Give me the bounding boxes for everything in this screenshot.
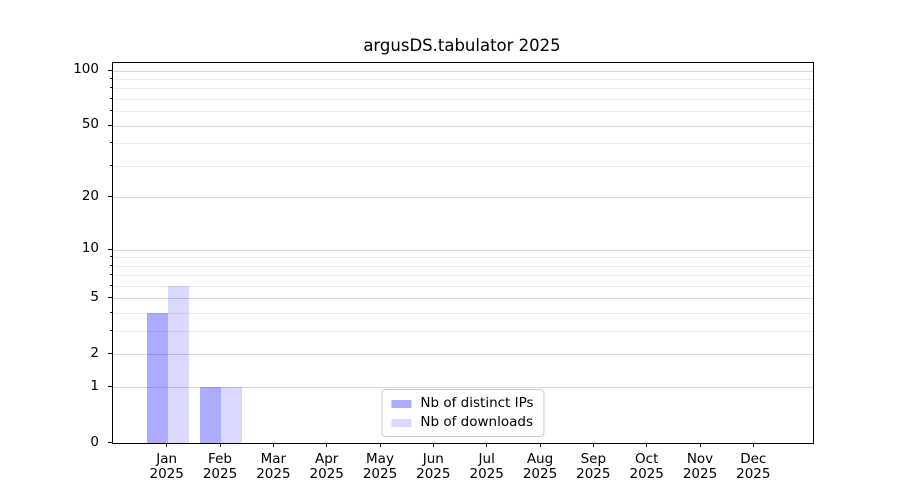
legend-swatch-distinct-ips: [391, 399, 412, 408]
gridline-major: [113, 298, 813, 300]
y-tick: [108, 69, 112, 71]
legend-item-distinct-ips: Nb of distinct IPs: [391, 395, 534, 411]
x-tick-label: Jan 2025: [149, 451, 184, 482]
gridline-major: [113, 249, 813, 251]
gridline-minor: [113, 88, 813, 90]
x-tick-label: Mar 2025: [256, 451, 291, 482]
bar-downloads: [221, 387, 242, 443]
y-tick: [108, 353, 112, 355]
x-tick: [379, 443, 381, 447]
x-tick-label: Nov 2025: [682, 451, 718, 482]
gridline-major: [113, 125, 813, 127]
y-tick: [108, 297, 112, 299]
gridline-minor: [113, 99, 813, 101]
x-axis: Jan 2025 Feb 2025 Mar 2025 Apr 2025 May 2025…: [112, 442, 812, 500]
bar-distinct-ips: [200, 387, 221, 443]
y-axis: 0 1 2 5 10 20 50 100: [0, 61, 112, 449]
y-tick-label: 5: [90, 288, 99, 305]
y-minor-tick: [109, 98, 112, 100]
y-minor-tick: [109, 274, 112, 276]
x-tick: [752, 443, 754, 447]
y-tick-label: 100: [73, 61, 99, 78]
y-tick: [108, 124, 112, 126]
y-tick-label: 50: [81, 116, 99, 133]
legend: Nb of distinct IPs Nb of downloads: [381, 389, 545, 437]
plot-area: Nb of distinct IPs Nb of downloads: [112, 62, 814, 444]
gridline-major: [113, 70, 813, 72]
gridline-major: [113, 354, 813, 356]
x-tick: [486, 443, 488, 447]
y-tick-label: 0: [90, 433, 99, 450]
x-tick: [272, 443, 274, 447]
gridline-major: [113, 197, 813, 199]
bar-downloads: [167, 286, 189, 443]
y-minor-tick: [109, 78, 112, 79]
legend-swatch-downloads: [391, 418, 412, 427]
y-minor-tick: [109, 330, 112, 332]
x-tick: [699, 443, 701, 447]
y-minor-tick: [109, 312, 112, 314]
y-tick: [108, 386, 112, 388]
x-tick: [326, 443, 328, 447]
x-tick: [219, 443, 221, 447]
x-tick-label: Dec 2025: [736, 451, 771, 482]
y-tick: [108, 196, 112, 198]
grid-layer: [113, 63, 813, 443]
y-tick-label: 10: [81, 240, 99, 256]
gridline-minor: [113, 111, 813, 113]
x-tick-label: May 2025: [362, 451, 398, 482]
x-tick: [646, 443, 648, 447]
legend-item-downloads: Nb of downloads: [391, 415, 533, 430]
y-tick-label: 2: [90, 344, 99, 361]
x-tick: [539, 443, 541, 447]
x-tick-label: Aug 2025: [522, 451, 558, 482]
x-tick-label: Oct 2025: [629, 451, 664, 482]
legend-label-distinct-ips: Nb of distinct IPs: [420, 395, 534, 411]
x-tick-label: Jul 2025: [469, 451, 504, 482]
bar-distinct-ips: [146, 313, 168, 443]
gridline-minor: [113, 257, 813, 259]
legend-label-downloads: Nb of downloads: [420, 414, 533, 430]
gridline-minor: [113, 143, 813, 145]
x-tick: [592, 443, 594, 447]
y-minor-tick: [109, 285, 112, 286]
y-minor-tick: [109, 110, 112, 112]
y-tick: [108, 248, 112, 250]
gridline-minor: [113, 331, 813, 333]
gridline-minor: [113, 275, 813, 277]
bars-layer: [113, 63, 813, 443]
gridline-minor: [113, 313, 813, 315]
gridline-major: [113, 387, 813, 389]
gridline-minor: [113, 286, 813, 287]
y-tick-label: 20: [81, 187, 99, 204]
x-tick-label: Sep 2025: [576, 451, 611, 482]
gridline-minor: [113, 265, 813, 267]
y-minor-tick: [109, 87, 112, 89]
x-tick-label: Feb 2025: [202, 451, 238, 482]
x-tick-label: Apr 2025: [309, 451, 344, 482]
x-tick: [432, 443, 434, 447]
x-tick: [166, 443, 168, 447]
y-minor-tick: [109, 256, 112, 258]
y-minor-tick: [109, 264, 112, 266]
y-minor-tick: [109, 142, 112, 144]
gridline-minor: [113, 165, 813, 167]
y-tick: [108, 442, 112, 443]
chart-title: argusDS.tabulator 2025: [363, 36, 561, 55]
y-tick-label: 1: [90, 377, 99, 394]
x-tick-label: Jun 2025: [416, 451, 451, 482]
gridline-minor: [113, 79, 813, 80]
y-minor-tick: [109, 164, 112, 166]
